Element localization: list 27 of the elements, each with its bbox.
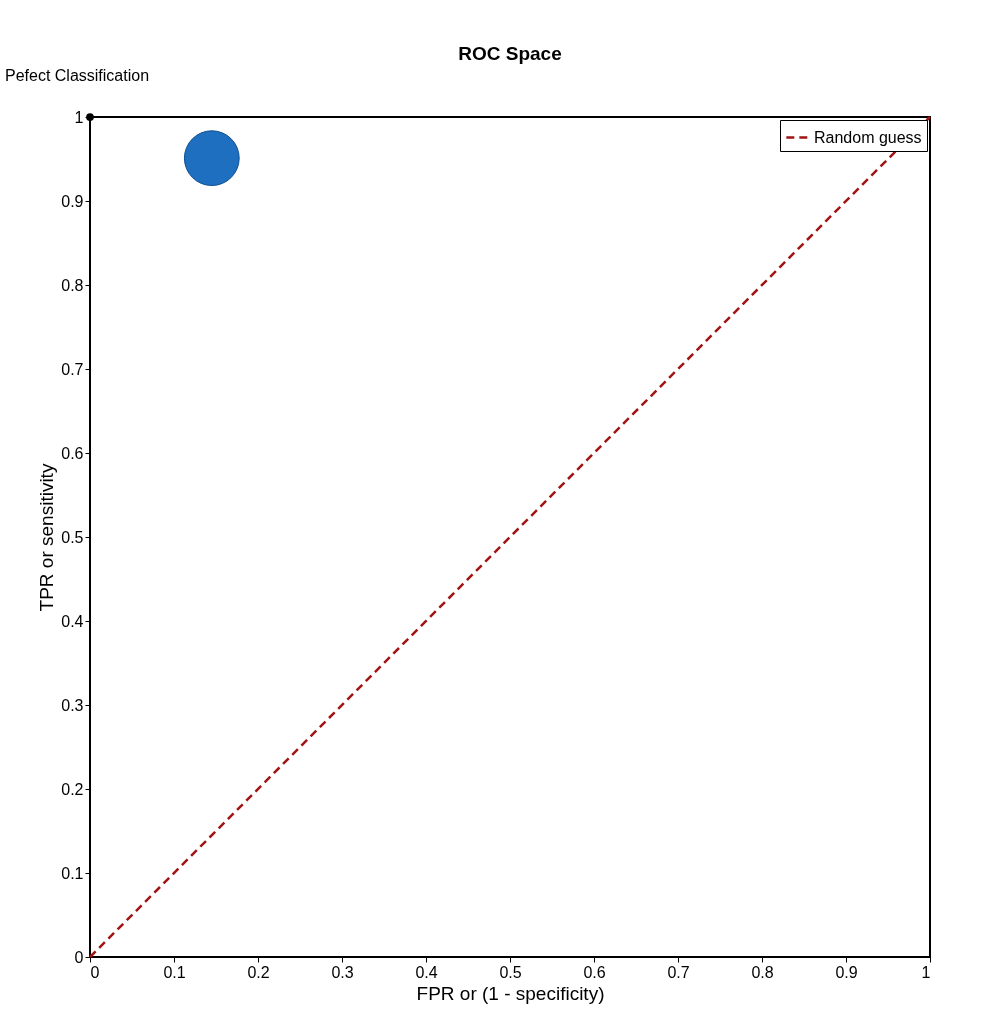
y-tick-label: 0.5 [61, 528, 84, 546]
x-tick-label: 0.4 [415, 963, 438, 981]
y-tick-label: 0.3 [61, 696, 84, 714]
y-tick-label: 0.9 [61, 192, 84, 210]
x-tick-label: 0.7 [667, 963, 690, 981]
y-tick-label: 0.7 [61, 360, 84, 378]
x-tick-label: 0.6 [583, 963, 606, 981]
y-tick-label: 0.1 [61, 864, 84, 882]
x-tick-label: 0.3 [331, 963, 354, 981]
x-tick-label: 0 [90, 963, 100, 981]
x-tick-label: 0.2 [247, 963, 270, 981]
x-tick-label: 0.9 [835, 963, 858, 981]
x-axis-title: FPR or (1 - specificity) [416, 982, 605, 1004]
y-tick-label: 0 [74, 948, 84, 966]
chart-title: ROC Space [458, 43, 562, 64]
x-tick-label: 1 [921, 963, 931, 981]
x-tick-label: 0.8 [751, 963, 774, 981]
y-tick-label: 0.6 [61, 444, 84, 462]
x-tick-label: 0.1 [163, 963, 186, 981]
legend-label: Random guess [814, 128, 922, 146]
y-tick-label: 1 [74, 108, 84, 126]
y-tick-label: 0.2 [61, 780, 84, 798]
y-tick-label: 0.8 [61, 276, 84, 294]
x-tick-label: 0.5 [499, 963, 522, 981]
y-tick-label: 0.4 [61, 612, 84, 630]
annotation: Pefect Classification [5, 67, 150, 84]
y-axis-title: TPR or sensitivity [36, 463, 58, 612]
